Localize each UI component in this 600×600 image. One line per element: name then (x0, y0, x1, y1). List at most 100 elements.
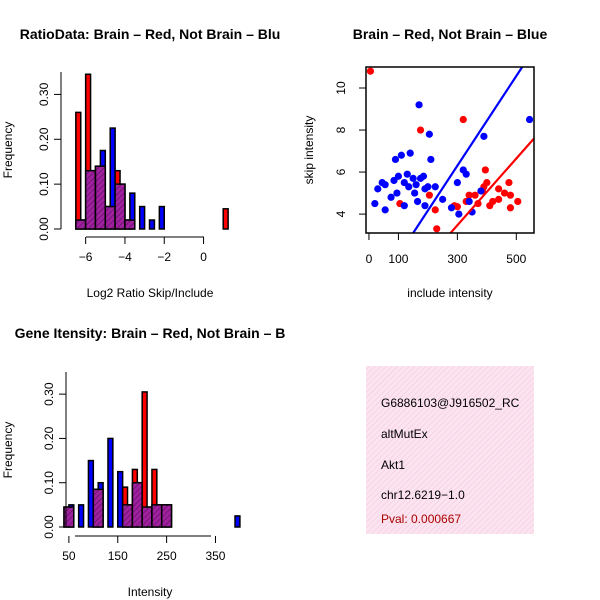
scatter-point-brain (514, 197, 522, 206)
intensity-y-ticks: 0.00 0.10 0.20 0.30 (42, 382, 66, 539)
info-pval: Pval: 0.000667 (381, 512, 461, 526)
scatter-y-tick-label: 6 (334, 168, 348, 175)
scatter-x-label: include intensity (407, 286, 492, 300)
intensity-x-tick-label: 150 (108, 549, 128, 563)
scatter-x-tick-label: 500 (506, 252, 526, 266)
scatter-point-brain (416, 126, 425, 134)
intensity-bar-overlap-hatch (161, 504, 172, 527)
intensity-bar-overlap-hatch (151, 504, 162, 527)
ratio-bar-overlap-hatch (75, 220, 86, 229)
scatter-y-tick-label: 8 (334, 126, 348, 133)
scatter-point-brain (465, 191, 473, 199)
scatter-point-not-brain (394, 172, 403, 180)
intensity-x-label: Intensity (128, 585, 173, 599)
intensity-title: Gene Itensity: Brain – Red, Not Brain – … (15, 325, 286, 341)
ratio-x-ticks: −6 −4 −2 0 (79, 237, 207, 264)
scatter-point-not-brain (411, 189, 419, 197)
intensity-bar-overlap-hatch (122, 504, 133, 527)
intensity-x-tick-label: 50 (62, 549, 76, 563)
intensity-y-tick-label: 0.30 (42, 382, 56, 406)
ratio-bar-brain (222, 208, 229, 230)
ratio-x-tick-label: −4 (118, 250, 132, 264)
scatter-points (366, 67, 534, 233)
scatter-point-not-brain (381, 181, 389, 189)
intensity-bar-not-brain (107, 437, 114, 528)
ratio-x-tick-label: −6 (79, 250, 93, 264)
scatter-point-not-brain (413, 197, 422, 206)
intensity-bar-not-brain (77, 504, 85, 528)
intensity-bar-overlap-hatch (93, 489, 104, 527)
scatter-point-not-brain (374, 185, 382, 193)
scatter-point-brain (425, 191, 433, 199)
scatter-point-not-brain (427, 155, 435, 164)
scatter-point-brain (506, 191, 515, 199)
scatter-point-not-brain (393, 189, 401, 197)
intensity-x-ticks: 50 150 250 350 (62, 536, 226, 563)
scatter-point-not-brain (406, 149, 414, 157)
scatter-x-ticks: 0 100 300 500 (366, 233, 527, 266)
scatter-point-not-brain (412, 181, 420, 189)
scatter-x-tick-label: 300 (447, 252, 467, 266)
ratio-bar-overlap-hatch (115, 184, 125, 229)
scatter-y-ticks: 4 6 8 10 (334, 81, 366, 217)
scatter-fit-brain (449, 137, 534, 233)
ratio-title: RatioData: Brain – Red, Not Brain – Blu (20, 26, 281, 42)
ratio-y-tick-label: 0.30 (37, 82, 51, 106)
intensity-histogram: Gene Itensity: Brain – Red, Not Brain – … (1, 325, 285, 599)
ratio-bars (75, 73, 229, 230)
scatter-plot-area (366, 67, 534, 233)
scatter-title: Brain – Red, Not Brain – Blue (353, 26, 548, 42)
scatter-fit-lines (412, 67, 534, 233)
scatter-fit-not-brain (412, 67, 524, 233)
intensity-x-tick-label: 250 (157, 549, 177, 563)
scatter-point-not-brain (405, 183, 413, 191)
scatter-point-not-brain (409, 174, 417, 182)
intensity-bars (63, 391, 241, 528)
scatter-point-not-brain (381, 206, 389, 214)
info-gene: Akt1 (381, 458, 405, 472)
info-event: altMutEx (381, 427, 428, 441)
scatter-y-label: skip intensity (302, 116, 316, 185)
scatter-point-not-brain (447, 204, 456, 212)
ratio-y-label: Frequency (1, 122, 15, 179)
info-box: G6886103@J916502_RC altMutEx Akt1 chr12.… (366, 366, 534, 534)
scatter-point-not-brain (371, 199, 379, 208)
info-location: chr12.6219−1.0 (381, 488, 465, 502)
scatter-point-not-brain (462, 170, 470, 178)
scatter-point-not-brain (477, 187, 485, 195)
ratio-histogram: RatioData: Brain – Red, Not Brain – Blu … (1, 26, 280, 300)
scatter-point-brain (500, 189, 509, 197)
scatter-point-brain (481, 166, 489, 174)
intensity-bar-overlap-hatch (132, 482, 143, 527)
scatter-point-not-brain (391, 155, 400, 164)
scatter-x-tick-label: 100 (388, 252, 408, 266)
scatter-point-not-brain (425, 130, 433, 138)
scatter-y-tick-label: 10 (334, 81, 348, 95)
intensity-y-label: Frequency (1, 422, 15, 479)
ratio-y-tick-label: 0.00 (37, 217, 51, 241)
intensity-bar-overlap-hatch (142, 507, 152, 527)
scatter-point-not-brain (403, 170, 411, 178)
ratio-bar-not-brain (138, 205, 146, 230)
scatter-point-not-brain (453, 178, 461, 187)
scatter-point-brain (495, 185, 503, 193)
intensity-bar-not-brain (234, 515, 241, 528)
intensity-y-tick-label: 0.00 (42, 515, 56, 539)
scatter-point-not-brain (397, 151, 405, 159)
ratio-bar-not-brain (158, 205, 166, 230)
scatter-point-brain (471, 191, 479, 199)
scatter-point-brain (486, 202, 494, 210)
ratio-bar-not-brain (148, 219, 156, 230)
scatter-y-tick-label: 4 (334, 210, 348, 217)
scatter-point-not-brain (480, 132, 488, 140)
scatter-point-brain (505, 178, 513, 187)
ratio-x-label: Log2 Ratio Skip/Include (87, 286, 214, 300)
scatter-point-brain (433, 225, 441, 233)
ratio-bar-overlap-hatch (124, 220, 135, 229)
scatter-point-not-brain (419, 172, 428, 180)
scatter-point-brain (459, 115, 467, 124)
scatter-point-not-brain (387, 193, 395, 201)
ratio-bar-overlap-hatch (95, 166, 106, 229)
ratio-y-tick-label: 0.10 (37, 172, 51, 196)
